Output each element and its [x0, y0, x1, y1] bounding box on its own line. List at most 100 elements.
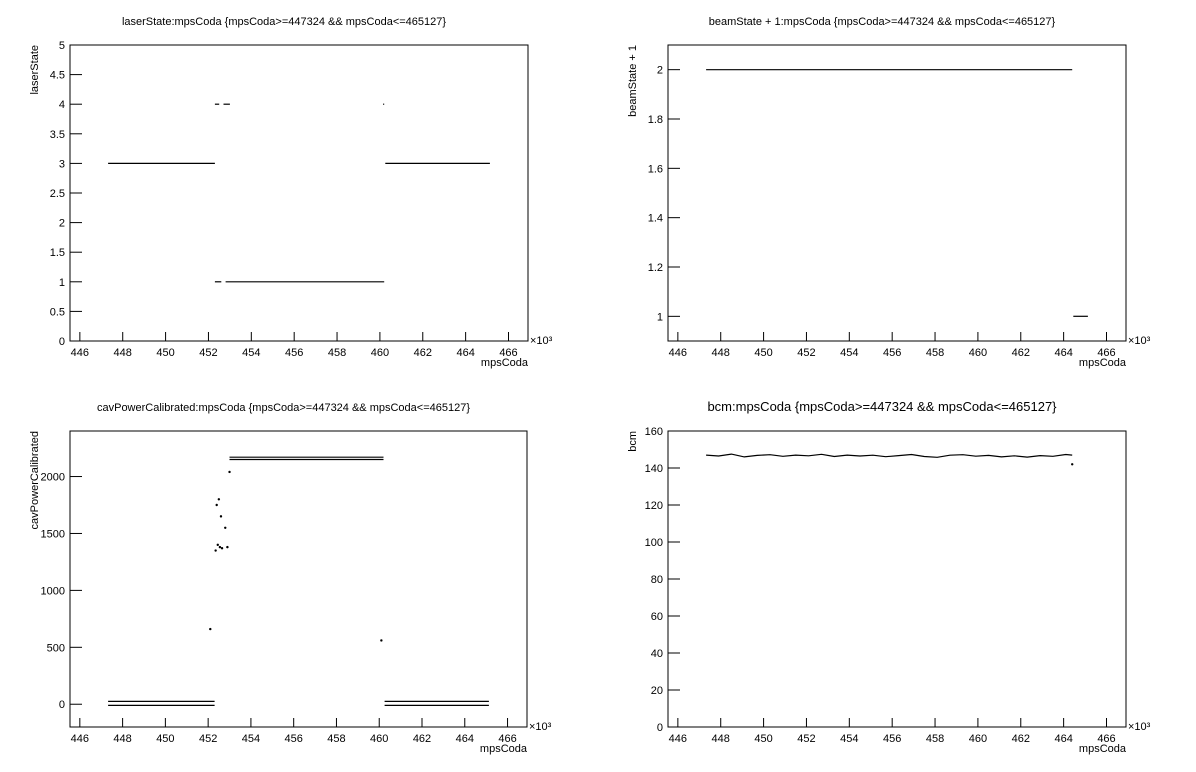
x-tick-label: 462 — [413, 733, 431, 745]
chart-title: laserState:mpsCoda {mpsCoda>=447324 && m… — [122, 16, 446, 28]
x-tick-label: 454 — [840, 733, 858, 745]
x-tick-label: 446 — [669, 733, 687, 745]
x-tick-label: 458 — [926, 347, 944, 359]
data-point — [218, 545, 222, 549]
y-tick-label: 1000 — [41, 585, 65, 597]
x-tick-label: 450 — [754, 347, 772, 359]
x-tick-label: 458 — [926, 733, 944, 745]
plot-frame — [69, 430, 528, 728]
x-tick-label: 462 — [414, 347, 432, 359]
x-tick-label: 454 — [840, 347, 858, 359]
x-tick-label: 456 — [285, 347, 303, 359]
x-tick-label: 464 — [456, 347, 474, 359]
data-point — [226, 545, 229, 549]
y-tick-label: 0 — [657, 722, 663, 734]
y-tick-label: 500 — [47, 642, 65, 654]
y-axis-label: bcm — [627, 431, 639, 452]
x-tick-label: 446 — [71, 347, 89, 359]
x-axis-label: mpsCoda — [1079, 743, 1127, 755]
y-tick-label: 100 — [645, 537, 663, 549]
y-tick-label: 80 — [651, 574, 663, 586]
x-tick-label: 450 — [754, 733, 772, 745]
data-point — [224, 526, 227, 529]
data-point — [228, 470, 231, 474]
x-multiplier: ×10³ — [530, 335, 553, 347]
data-point — [220, 547, 224, 550]
y-tick-label: 60 — [651, 611, 663, 623]
data-point — [216, 543, 219, 547]
x-tick-label: 458 — [328, 347, 346, 359]
x-tick-label: 466 — [1097, 733, 1115, 745]
y-tick-label: 1.2 — [648, 262, 663, 274]
y-tick-label: 1500 — [41, 528, 65, 540]
x-tick-label: 456 — [285, 733, 303, 745]
data-point — [217, 498, 221, 501]
y-tick-label: 160 — [645, 426, 663, 438]
y-tick-label: 2000 — [41, 472, 65, 484]
x-tick-label: 460 — [969, 347, 987, 359]
x-tick-label: 452 — [797, 347, 815, 359]
y-tick-label: 1.5 — [50, 247, 65, 259]
y-axis-label: cavPowerCalibrated — [29, 431, 41, 529]
y-axis-label: beamState + 1 — [627, 45, 639, 117]
y-tick-label: 4.5 — [50, 70, 65, 82]
y-tick-label: 1.4 — [648, 213, 663, 225]
chart-title: beamState + 1:mpsCoda {mpsCoda>=447324 &… — [709, 16, 1056, 28]
x-axis-label: mpsCoda — [1079, 357, 1127, 369]
plot-panel: bcm:mpsCoda {mpsCoda>=447324 && mpsCoda<… — [627, 399, 1151, 755]
x-tick-label: 462 — [1012, 347, 1030, 359]
x-tick-label: 450 — [156, 733, 174, 745]
x-tick-label: 464 — [1054, 733, 1072, 745]
x-tick-label: 458 — [327, 733, 345, 745]
plot-frame — [69, 44, 529, 342]
x-axis-label: mpsCoda — [481, 357, 529, 369]
y-tick-label: 120 — [645, 500, 663, 512]
plot-panel: beamState + 1:mpsCoda {mpsCoda>=447324 &… — [627, 16, 1151, 369]
y-tick-label: 0.5 — [50, 306, 65, 318]
x-tick-label: 466 — [498, 733, 516, 745]
data-point — [209, 627, 212, 631]
data-point — [1071, 463, 1074, 466]
x-tick-label: 452 — [199, 347, 217, 359]
chart-title: cavPowerCalibrated:mpsCoda {mpsCoda>=447… — [97, 402, 470, 414]
x-tick-label: 454 — [242, 733, 260, 745]
y-tick-label: 1 — [59, 277, 65, 289]
chart-title: bcm:mpsCoda {mpsCoda>=447324 && mpsCoda<… — [707, 399, 1057, 414]
x-tick-label: 460 — [370, 733, 388, 745]
x-tick-label: 446 — [71, 733, 89, 745]
x-tick-label: 462 — [1012, 733, 1030, 745]
x-tick-label: 460 — [969, 733, 987, 745]
x-tick-label: 448 — [113, 733, 131, 745]
x-tick-label: 456 — [883, 733, 901, 745]
x-axis-label: mpsCoda — [480, 743, 528, 755]
plot-frame — [667, 44, 1127, 342]
plot-panel: cavPowerCalibrated:mpsCoda {mpsCoda>=447… — [29, 402, 552, 755]
data-point — [214, 549, 217, 552]
data-point — [219, 515, 223, 518]
x-tick-label: 448 — [712, 733, 730, 745]
x-tick-label: 450 — [156, 347, 174, 359]
plot-frame — [667, 430, 1127, 728]
y-tick-label: 1.6 — [648, 163, 663, 175]
x-tick-label: 454 — [242, 347, 260, 359]
y-tick-label: 3 — [59, 158, 65, 170]
x-tick-label: 460 — [371, 347, 389, 359]
y-tick-label: 2 — [657, 65, 663, 77]
y-axis-label: laserState — [29, 45, 41, 95]
y-tick-label: 40 — [651, 648, 663, 660]
data-point — [215, 503, 218, 507]
y-tick-label: 2.5 — [50, 188, 65, 200]
y-tick-label: 0 — [59, 336, 65, 348]
y-tick-label: 0 — [59, 699, 65, 711]
x-multiplier: ×10³ — [1128, 721, 1151, 733]
x-multiplier: ×10³ — [1128, 335, 1151, 347]
data-point — [380, 639, 383, 642]
x-multiplier: ×10³ — [529, 721, 552, 733]
x-tick-label: 452 — [199, 733, 217, 745]
y-tick-label: 4 — [59, 99, 65, 111]
data-line — [706, 453, 1073, 458]
y-tick-label: 1.8 — [648, 114, 663, 126]
y-tick-label: 5 — [59, 40, 65, 52]
x-tick-label: 448 — [114, 347, 132, 359]
